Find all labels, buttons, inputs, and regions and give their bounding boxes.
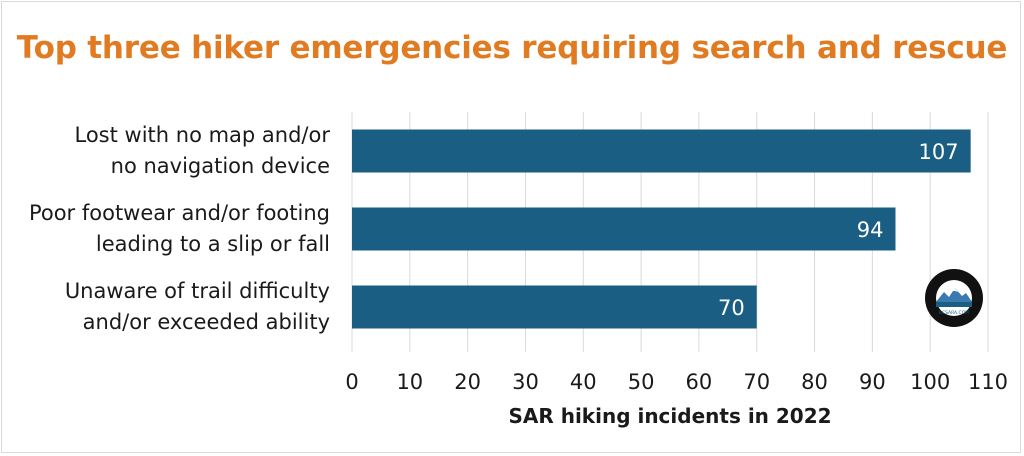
x-tick-label-50: 50 bbox=[627, 370, 655, 394]
category-label-line: Unaware of trail difficulty bbox=[64, 279, 330, 303]
bar-1 bbox=[352, 129, 971, 173]
category-label-line: and/or exceeded ability bbox=[82, 310, 330, 334]
category-label-line: no navigation device bbox=[110, 154, 330, 178]
bar-3 bbox=[352, 285, 757, 329]
bar-value-label-2: 94 bbox=[857, 218, 884, 242]
category-label-2: Poor footwear and/or footing leading to a… bbox=[0, 198, 330, 260]
x-tick-label-80: 80 bbox=[801, 370, 828, 394]
x-tick-label-10: 10 bbox=[396, 370, 424, 394]
x-tick-label-30: 30 bbox=[512, 370, 539, 394]
chart-title: Top three hiker emergencies requiring se… bbox=[16, 30, 1008, 66]
x-tick-label-100: 100 bbox=[910, 370, 951, 394]
x-tick-label-70: 70 bbox=[743, 370, 771, 394]
logo-bottom-text: BCSARA.COM bbox=[939, 310, 969, 316]
x-tick-label-20: 20 bbox=[454, 370, 481, 394]
x-tick-label-110: 110 bbox=[967, 370, 1009, 394]
x-tick-label-0: 0 bbox=[345, 370, 359, 394]
bar-value-label-1: 107 bbox=[919, 140, 959, 164]
category-label-line: leading to a slip or fall bbox=[95, 232, 330, 256]
bar-value-label-3: 70 bbox=[718, 296, 745, 320]
x-tick-label-60: 60 bbox=[685, 370, 713, 394]
bar-2 bbox=[352, 207, 896, 251]
category-label-line: Lost with no map and/or bbox=[74, 123, 331, 147]
x-tick-label-40: 40 bbox=[569, 370, 597, 394]
category-label-1: Lost with no map and/or no navigation dev… bbox=[0, 120, 331, 182]
bcsara-logo: BCSARA.COM bbox=[925, 269, 983, 327]
category-label-3: Unaware of trail difficulty and/or exceed… bbox=[0, 276, 330, 338]
x-tick-label-90: 90 bbox=[858, 370, 886, 394]
x-axis-label: SAR hiking incidents in 2022 bbox=[508, 404, 832, 428]
category-label-line: Poor footwear and/or footing bbox=[28, 201, 330, 225]
